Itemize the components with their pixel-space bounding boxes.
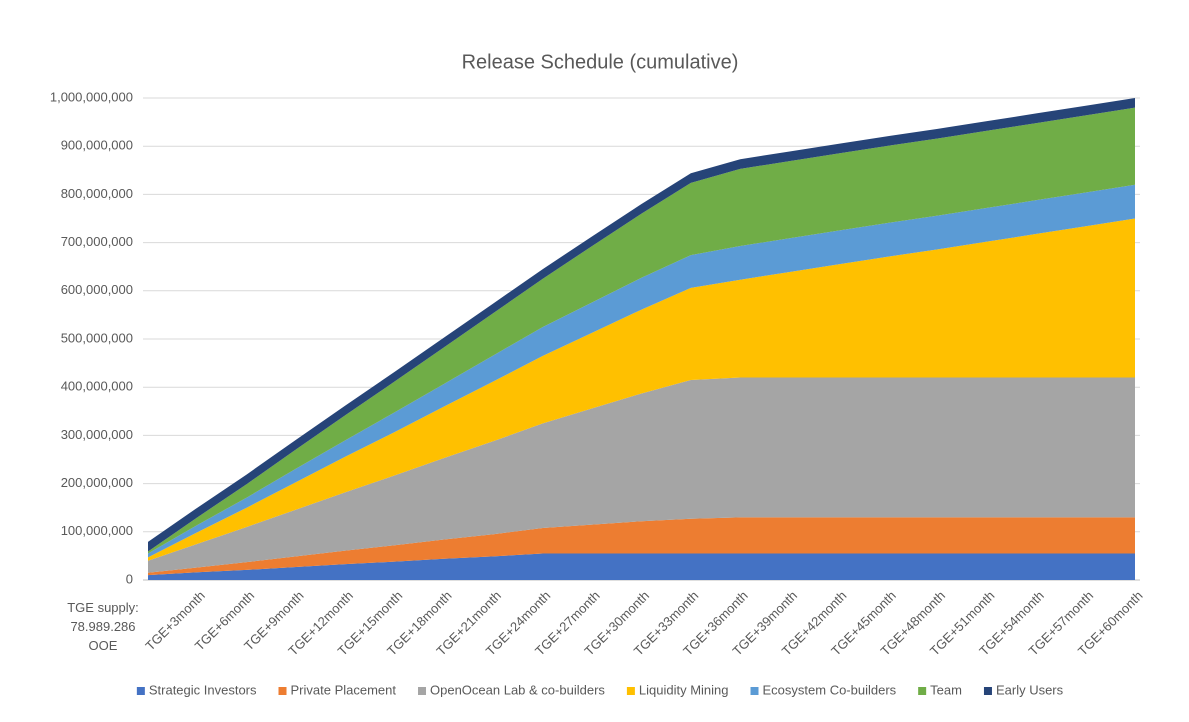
area xyxy=(148,377,1135,573)
y-tick-label: 500,000,000 xyxy=(61,330,133,345)
y-tick-label: 800,000,000 xyxy=(61,186,133,201)
area xyxy=(148,218,1135,561)
area xyxy=(148,553,1135,580)
legend-item: Liquidity Mining xyxy=(626,682,729,697)
y-tick-label: 900,000,000 xyxy=(61,138,133,153)
legend-swatch xyxy=(983,687,992,695)
chart-title: Release Schedule (cumulative) xyxy=(462,51,739,73)
y-tick-label: 1,000,000,000 xyxy=(50,89,133,104)
legend-item: Strategic Investors xyxy=(136,682,257,697)
legend-item: Ecosystem Co-builders xyxy=(750,682,897,697)
legend-swatch xyxy=(278,687,287,695)
legend-item: Early Users xyxy=(983,682,1064,697)
legend-label: Team xyxy=(930,682,962,697)
legend-label: Ecosystem Co-builders xyxy=(763,682,897,697)
legend-item: OpenOcean Lab & co-builders xyxy=(418,682,605,697)
legend-label: Liquidity Mining xyxy=(639,682,729,697)
area xyxy=(148,184,1135,558)
area xyxy=(148,517,1135,576)
legend-item: Team xyxy=(918,682,962,697)
y-tick-label: 0 xyxy=(126,571,133,586)
y-tick-label: 200,000,000 xyxy=(61,475,133,490)
area xyxy=(148,107,1135,554)
legend-label: Private Placement xyxy=(291,682,397,697)
y-tick-label: 600,000,000 xyxy=(61,282,133,297)
legend-label: Strategic Investors xyxy=(149,682,257,697)
y-tick-label: 400,000,000 xyxy=(61,379,133,394)
legend-swatch xyxy=(418,687,427,695)
y-tick-label: 700,000,000 xyxy=(61,234,133,249)
y-tick-label: 300,000,000 xyxy=(61,427,133,442)
x-tick-label: TGE supply: 78.989.286 OOE xyxy=(67,600,139,653)
legend-label: OpenOcean Lab & co-builders xyxy=(430,682,605,697)
legend-swatch xyxy=(626,687,635,695)
legend-swatch xyxy=(750,687,759,695)
y-tick-label: 100,000,000 xyxy=(61,523,133,538)
legend-label: Early Users xyxy=(996,682,1064,697)
legend-swatch xyxy=(918,687,927,695)
legend-swatch xyxy=(136,687,145,695)
legend-item: Private Placement xyxy=(278,682,397,697)
